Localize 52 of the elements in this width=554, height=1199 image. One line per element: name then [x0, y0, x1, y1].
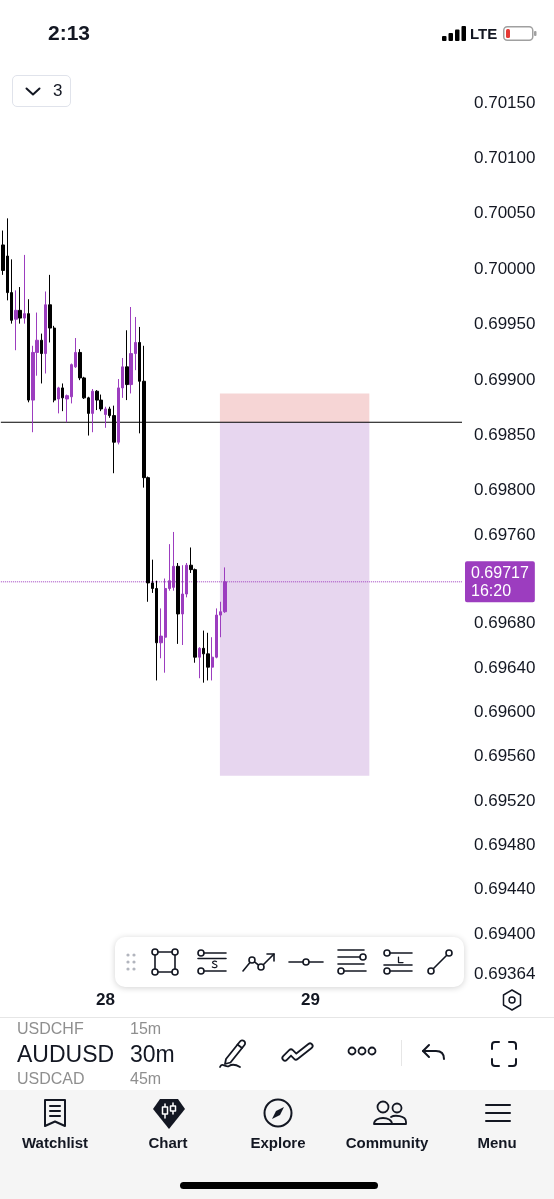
text: Menu	[476, 1133, 518, 1153]
candlestick	[27, 298, 30, 403]
y-tick-label: 0.69480	[474, 834, 536, 854]
text: USDCAD	[17, 1070, 85, 1088]
candlestick	[176, 562, 180, 645]
y-tick-label: 0.69800	[474, 480, 536, 500]
text: Explore	[249, 1133, 307, 1153]
candlestick	[61, 382, 64, 412]
candlestick	[18, 286, 22, 325]
text: Watchlist	[20, 1133, 90, 1153]
y-tick-label: 0.69520	[474, 790, 536, 810]
y-tick-label: 0.70050	[474, 203, 536, 223]
candlestick	[125, 329, 129, 401]
candlestick	[57, 386, 60, 414]
y-tick-label: 0.69640	[474, 657, 536, 677]
candlestick	[95, 389, 99, 411]
candlestick	[40, 333, 43, 384]
y-tick-label: 0.69364	[474, 963, 536, 983]
candlestick	[129, 306, 133, 394]
text: LTE	[470, 25, 498, 42]
y-tick-label: 0.69560	[474, 746, 536, 766]
text: 2:13	[48, 21, 91, 45]
y-tick-label: 0.69680	[474, 613, 536, 633]
candlestick	[104, 406, 107, 429]
text: AUDUSD	[17, 1040, 115, 1068]
y-tick-label: 0.69900	[474, 369, 536, 389]
text: 15m	[130, 1020, 162, 1038]
candlestick	[91, 388, 94, 433]
text: USDCHF	[17, 1020, 84, 1038]
candlestick	[44, 290, 47, 374]
text: Community	[344, 1133, 430, 1153]
ref-line-label: 0.69717 16:20	[471, 564, 529, 600]
text: 45m	[130, 1070, 162, 1088]
y-tick-label: 0.70000	[474, 258, 536, 278]
y-tick-label: 0.69950	[474, 314, 536, 334]
y-tick-label: 0.70100	[474, 147, 536, 167]
candlestick	[23, 254, 26, 325]
x-tick-label: 28	[96, 990, 115, 1009]
x-tick-label: 29	[300, 990, 320, 1009]
candlestick	[206, 632, 210, 681]
dropdown-button: 3	[12, 75, 71, 107]
y-tick-label: 0.69400	[474, 923, 536, 943]
y-tick-label: 0.69760	[474, 524, 536, 544]
candlestick	[14, 289, 18, 351]
text: Chart	[147, 1133, 189, 1153]
candlestick	[198, 646, 201, 679]
text: 30m	[130, 1040, 175, 1068]
y-tick-label: 0.69440	[474, 879, 536, 899]
candlestick	[99, 394, 103, 412]
y-tick-label: 0.70150	[474, 92, 536, 112]
y-tick-label: 0.69850	[474, 424, 536, 444]
y-tick-label: 0.69600	[474, 701, 536, 721]
